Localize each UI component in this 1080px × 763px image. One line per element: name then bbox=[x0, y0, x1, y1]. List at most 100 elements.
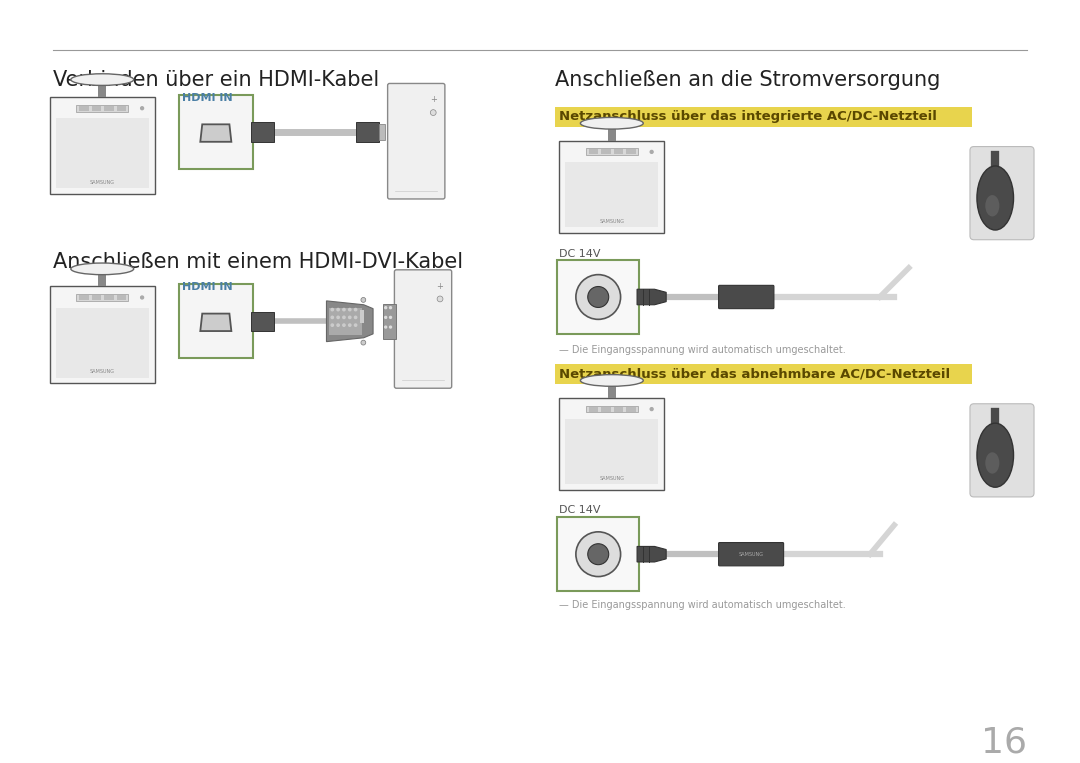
Bar bbox=[92, 106, 102, 111]
Ellipse shape bbox=[580, 118, 644, 129]
Bar bbox=[565, 162, 659, 227]
Circle shape bbox=[354, 324, 356, 327]
Circle shape bbox=[337, 308, 339, 311]
Text: +: + bbox=[436, 282, 444, 291]
Circle shape bbox=[140, 107, 144, 110]
Text: Netzanschluss über das abnehmbare AC/DC-Netzteil: Netzanschluss über das abnehmbare AC/DC-… bbox=[559, 368, 950, 381]
Bar bbox=[585, 149, 638, 156]
Circle shape bbox=[361, 340, 366, 345]
Bar bbox=[251, 311, 274, 331]
Text: Anschließen mit einem HDMI-DVI-Kabel: Anschließen mit einem HDMI-DVI-Kabel bbox=[53, 253, 463, 272]
Bar bbox=[98, 269, 106, 286]
Bar bbox=[554, 364, 972, 385]
Circle shape bbox=[354, 316, 356, 318]
Text: — Die Eingangsspannung wird automatisch umgeschaltet.: — Die Eingangsspannung wird automatisch … bbox=[559, 345, 846, 355]
FancyBboxPatch shape bbox=[179, 95, 253, 169]
FancyBboxPatch shape bbox=[557, 517, 639, 591]
Bar bbox=[585, 406, 638, 413]
Ellipse shape bbox=[977, 166, 1013, 230]
Polygon shape bbox=[200, 314, 231, 331]
Circle shape bbox=[332, 316, 334, 318]
Circle shape bbox=[650, 150, 653, 153]
Bar bbox=[355, 122, 379, 142]
Bar bbox=[589, 150, 598, 154]
FancyBboxPatch shape bbox=[970, 404, 1034, 497]
Bar bbox=[608, 381, 616, 398]
Bar bbox=[626, 407, 636, 411]
Text: DC 14V: DC 14V bbox=[559, 504, 600, 515]
Bar bbox=[589, 407, 598, 411]
Bar bbox=[98, 79, 106, 97]
Circle shape bbox=[390, 307, 392, 309]
Polygon shape bbox=[637, 546, 666, 562]
Bar bbox=[361, 310, 364, 324]
Polygon shape bbox=[326, 301, 373, 342]
Circle shape bbox=[650, 407, 653, 410]
Circle shape bbox=[342, 316, 346, 318]
Ellipse shape bbox=[580, 375, 644, 386]
Circle shape bbox=[390, 317, 392, 318]
Bar bbox=[79, 295, 89, 300]
FancyBboxPatch shape bbox=[388, 83, 445, 199]
Circle shape bbox=[342, 308, 346, 311]
Circle shape bbox=[342, 324, 346, 327]
Bar bbox=[56, 307, 149, 378]
Text: HDMI IN: HDMI IN bbox=[181, 282, 232, 292]
Bar bbox=[565, 420, 659, 485]
Bar bbox=[608, 124, 616, 140]
Text: SAMSUNG: SAMSUNG bbox=[599, 476, 624, 481]
Bar bbox=[76, 294, 129, 301]
Bar bbox=[117, 295, 126, 300]
Circle shape bbox=[361, 298, 366, 302]
Polygon shape bbox=[637, 289, 666, 304]
FancyBboxPatch shape bbox=[394, 270, 451, 388]
Circle shape bbox=[576, 275, 621, 320]
Bar bbox=[92, 295, 102, 300]
Circle shape bbox=[430, 110, 436, 115]
FancyBboxPatch shape bbox=[179, 285, 253, 358]
Bar bbox=[79, 106, 89, 111]
Circle shape bbox=[384, 326, 387, 328]
Text: SAMSUNG: SAMSUNG bbox=[739, 552, 764, 557]
Bar bbox=[50, 97, 154, 194]
Text: SAMSUNG: SAMSUNG bbox=[599, 219, 624, 224]
Bar bbox=[626, 150, 636, 154]
Text: +: + bbox=[430, 95, 436, 105]
Circle shape bbox=[337, 316, 339, 318]
Bar bbox=[105, 106, 113, 111]
Bar bbox=[602, 407, 611, 411]
Text: DC 14V: DC 14V bbox=[559, 250, 600, 259]
Circle shape bbox=[437, 296, 443, 302]
Bar bbox=[117, 106, 126, 111]
Text: Verbinden über ein HDMI-Kabel: Verbinden über ein HDMI-Kabel bbox=[53, 70, 379, 90]
Circle shape bbox=[349, 316, 351, 318]
Polygon shape bbox=[200, 124, 231, 142]
Circle shape bbox=[588, 287, 609, 307]
Bar bbox=[602, 150, 611, 154]
Circle shape bbox=[384, 307, 387, 309]
Circle shape bbox=[332, 324, 334, 327]
Bar bbox=[382, 304, 396, 339]
Text: SAMSUNG: SAMSUNG bbox=[90, 369, 114, 374]
FancyBboxPatch shape bbox=[557, 260, 639, 334]
Text: — Die Eingangsspannung wird automatisch umgeschaltet.: — Die Eingangsspannung wird automatisch … bbox=[559, 600, 846, 610]
Bar bbox=[559, 140, 664, 233]
Bar bbox=[50, 286, 154, 383]
Circle shape bbox=[349, 324, 351, 327]
Ellipse shape bbox=[977, 423, 1013, 488]
Bar bbox=[554, 107, 972, 127]
FancyBboxPatch shape bbox=[970, 146, 1034, 240]
Bar bbox=[76, 105, 129, 111]
FancyBboxPatch shape bbox=[718, 542, 784, 566]
Circle shape bbox=[349, 308, 351, 311]
Bar bbox=[56, 118, 149, 188]
Bar bbox=[105, 295, 113, 300]
Circle shape bbox=[337, 324, 339, 327]
Text: SAMSUNG: SAMSUNG bbox=[90, 180, 114, 185]
Circle shape bbox=[354, 308, 356, 311]
Circle shape bbox=[332, 308, 334, 311]
Circle shape bbox=[588, 544, 609, 565]
Text: 16: 16 bbox=[982, 726, 1027, 760]
Bar bbox=[613, 150, 623, 154]
Ellipse shape bbox=[71, 74, 134, 85]
